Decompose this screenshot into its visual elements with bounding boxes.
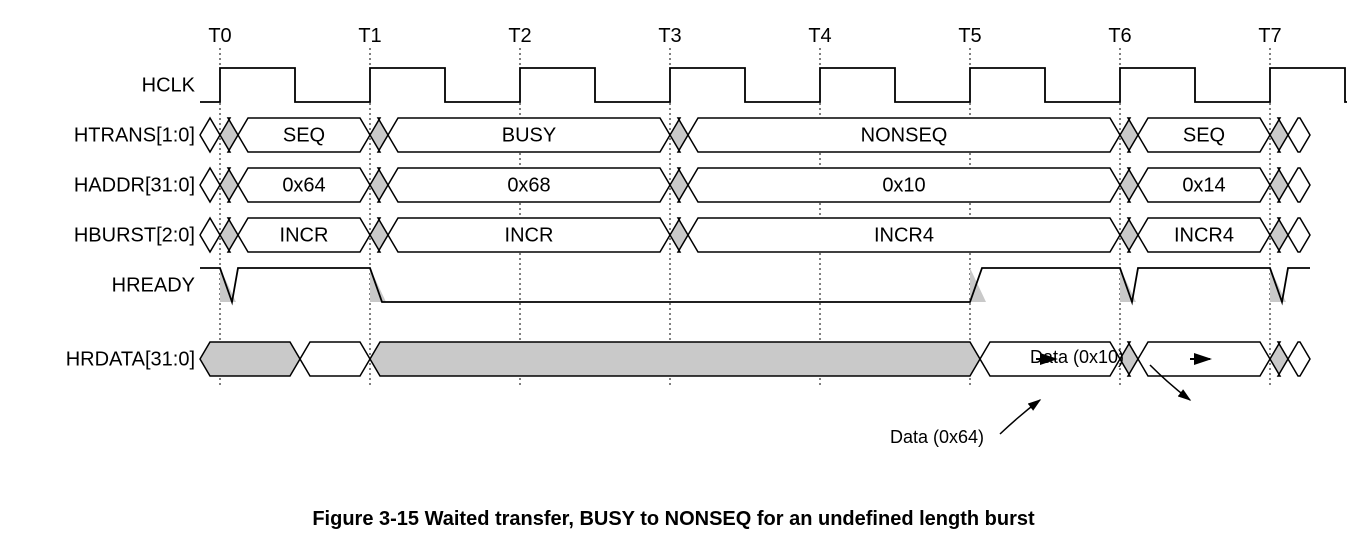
bus-value: 0x14 [1182,174,1225,196]
tick-label: T1 [358,25,381,47]
tick-label: T2 [508,25,531,47]
bus-value: INCR [280,224,329,246]
tick-label: T5 [958,25,981,47]
figure-caption: Figure 3-15 Waited transfer, BUSY to NON… [20,508,1327,531]
annotation-label: Data (0x64) [890,427,984,447]
signal-label: HRDATA[31:0] [66,348,195,370]
signal-row: HBURST[2:0] INCR INCR INCR4 INCR4 [74,218,1310,252]
bus-value: SEQ [283,124,325,146]
tick-label: T3 [658,25,681,47]
bus-value: BUSY [502,124,556,146]
bus-value: INCR4 [874,224,934,246]
signal-row: HCLK [142,68,1347,102]
tick-label: T4 [808,25,831,47]
bus-value: 0x64 [282,174,325,196]
signal-label: HBURST[2:0] [74,224,195,246]
bus-value: INCR [505,224,554,246]
bus-value: INCR4 [1174,224,1234,246]
bus-value: SEQ [1183,124,1225,146]
signal-label: HTRANS[1:0] [74,124,195,146]
signal-row: HTRANS[1:0] SEQ BUSY NONSEQ SEQ [74,118,1310,152]
timing-diagram: T0 T1 T2 T3 T4 T5 T6 T7 HCLK HTRANS[1:0] SEQ BUSY NO… [20,20,1327,531]
signal-row: HADDR[31:0] 0x64 0x68 0x10 0x14 [74,168,1310,202]
tick-label: T0 [208,25,231,47]
signal-row: HREADY [112,268,1310,302]
signal-label: HCLK [142,74,196,96]
tick-label: T7 [1258,25,1281,47]
bus-value: NONSEQ [861,124,948,146]
tick-label: T6 [1108,25,1131,47]
bus-value: 0x10 [882,174,925,196]
signal-label: HREADY [112,274,195,296]
annotation-label: Data (0x10) [1030,347,1124,367]
bus-value: 0x68 [507,174,550,196]
signal-label: HADDR[31:0] [74,174,195,196]
